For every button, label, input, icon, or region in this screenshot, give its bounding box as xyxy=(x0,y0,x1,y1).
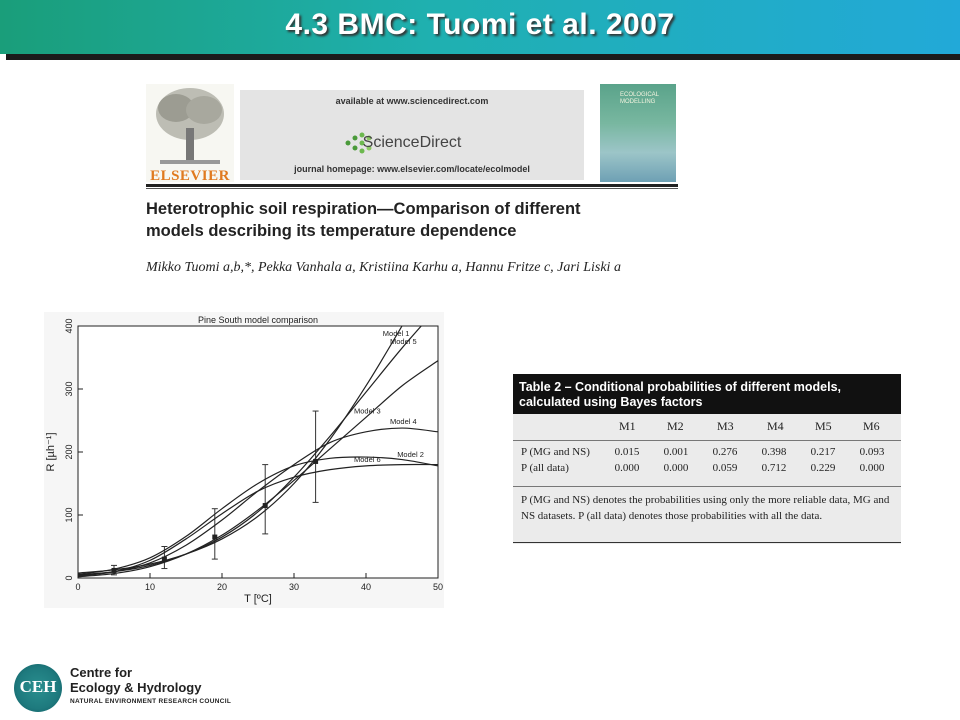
y-tick-label: 100 xyxy=(64,507,74,522)
y-axis-label: R [µh⁻¹] xyxy=(45,432,57,471)
series-label: Model 2 xyxy=(397,450,424,459)
col-header-m5: M5 xyxy=(815,419,832,433)
x-tick-label: 50 xyxy=(433,582,443,592)
x-tick-label: 40 xyxy=(361,582,371,592)
chart-title: Pine South model comparison xyxy=(198,315,318,325)
table-cell: 0.217 xyxy=(810,446,836,458)
chart-svg: Pine South model comparison T [ºC] R [µh… xyxy=(45,315,443,605)
paper-authors: Mikko Tuomi a,b,*, Pekka Vanhala a, Kris… xyxy=(146,260,621,275)
x-tick-label: 20 xyxy=(217,582,227,592)
table-rule xyxy=(513,440,901,441)
y-tick-label: 300 xyxy=(64,381,74,396)
x-axis-label: T [ºC] xyxy=(244,593,272,605)
series-label: Model 4 xyxy=(390,417,417,426)
x-tick-label: 0 xyxy=(75,582,80,592)
table-row: P (all data) 0.000 0.000 0.059 0.712 0.2… xyxy=(513,462,901,478)
title-underline xyxy=(6,54,960,60)
available-at-text: available at www.sciencedirect.com xyxy=(335,96,489,106)
table-cell: 0.000 xyxy=(859,462,885,474)
sciencedirect-banner: available at www.sciencedirect.com Scien… xyxy=(240,90,584,180)
row-label: P (MG and NS) xyxy=(521,446,590,458)
slide-title: 4.3 BMC: Tuomi et al. 2007 xyxy=(285,8,675,41)
ceh-name-line2: Ecology & Hydrology xyxy=(70,680,202,695)
col-header-m1: M1 xyxy=(619,419,636,433)
series-label: Model 1 xyxy=(383,329,410,338)
title-bar xyxy=(0,0,960,54)
series-label: Model 6 xyxy=(354,455,381,464)
series-line xyxy=(78,456,438,575)
table-caption-line2: calculated using Bayes factors xyxy=(519,395,703,409)
journal-cover-title: ECOLOGICAL MODELLING xyxy=(620,92,659,105)
tree-icon xyxy=(156,88,224,164)
sciencedirect-brand: ScienceDirect xyxy=(362,134,462,151)
publisher-name: ELSEVIER xyxy=(150,168,230,184)
ceh-parent-org: NATURAL ENVIRONMENT RESEARCH COUNCIL xyxy=(70,698,232,705)
table-cell: 0.229 xyxy=(810,462,836,474)
sciencedirect-logo-icon xyxy=(345,132,372,154)
col-header-m4: M4 xyxy=(767,419,784,433)
series-line xyxy=(78,463,438,577)
y-tick-label: 0 xyxy=(64,575,74,580)
col-header-m6: M6 xyxy=(863,419,880,433)
paper-title: Heterotrophic soil respiration—Compariso… xyxy=(146,198,676,242)
row-label: P (all data) xyxy=(521,462,569,474)
y-tick-label: 400 xyxy=(64,318,74,333)
table-cell: 0.276 xyxy=(712,446,738,458)
paper-header: ELSEVIER available at www.sciencedirect.… xyxy=(146,80,682,280)
table-cell: 0.059 xyxy=(712,462,738,474)
model-curves xyxy=(78,326,438,578)
ceh-logo: CEH xyxy=(14,664,62,712)
table-rule xyxy=(513,486,901,487)
table-caption: Table 2 – Conditional probabilities of d… xyxy=(519,380,899,410)
table-caption-line1: Table 2 – Conditional probabilities of d… xyxy=(519,380,842,394)
table-cell: 0.000 xyxy=(663,462,689,474)
axis-ticks: 0 10 20 30 40 50 0 100 200 300 400 xyxy=(64,318,443,592)
series-line xyxy=(78,360,438,578)
table-header-row: M1 M2 M3 M4 M5 M6 xyxy=(513,419,901,437)
journal-homepage-text: journal homepage: www.elsevier.com/locat… xyxy=(294,164,530,174)
data-point xyxy=(161,556,167,562)
ceh-name-line1: Centre for xyxy=(70,665,133,680)
series-label: Model 3 xyxy=(354,406,381,415)
table-cell: 0.093 xyxy=(859,446,885,458)
series-line xyxy=(78,326,423,576)
table-cell: 0.000 xyxy=(614,462,640,474)
series-label: Model 5 xyxy=(390,337,417,346)
table-cell: 0.398 xyxy=(761,446,787,458)
table-row: P (MG and NS) 0.015 0.001 0.276 0.398 0.… xyxy=(513,446,901,462)
col-header-m2: M2 xyxy=(667,419,684,433)
header-rule-thin xyxy=(146,188,678,189)
model-comparison-chart: Pine South model comparison T [ºC] R [µh… xyxy=(44,312,444,608)
plot-area xyxy=(77,325,439,579)
table-cell: 0.015 xyxy=(614,446,640,458)
x-tick-label: 30 xyxy=(289,582,299,592)
header-rule xyxy=(146,184,678,187)
table-caption-bar: Table 2 – Conditional probabilities of d… xyxy=(513,374,901,414)
data-point xyxy=(111,567,117,573)
ceh-logo-letters: CEH xyxy=(19,677,57,696)
journal-cover-image: ECOLOGICAL MODELLING xyxy=(600,84,676,182)
paper-title-line1: Heterotrophic soil respiration—Compariso… xyxy=(146,200,581,218)
table-cell: 0.001 xyxy=(663,446,689,458)
y-tick-label: 200 xyxy=(64,444,74,459)
x-tick-label: 10 xyxy=(145,582,155,592)
col-header-m3: M3 xyxy=(717,419,734,433)
table-footnote: P (MG and NS) denotes the probabilities … xyxy=(521,494,890,522)
elsevier-tree-logo: ELSEVIER xyxy=(146,84,234,184)
probability-table: Table 2 – Conditional probabilities of d… xyxy=(513,374,901,544)
paper-title-line2: models describing its temperature depend… xyxy=(146,222,517,240)
data-point xyxy=(212,534,218,540)
table-cell: 0.712 xyxy=(761,462,787,474)
table-rule xyxy=(513,542,901,543)
